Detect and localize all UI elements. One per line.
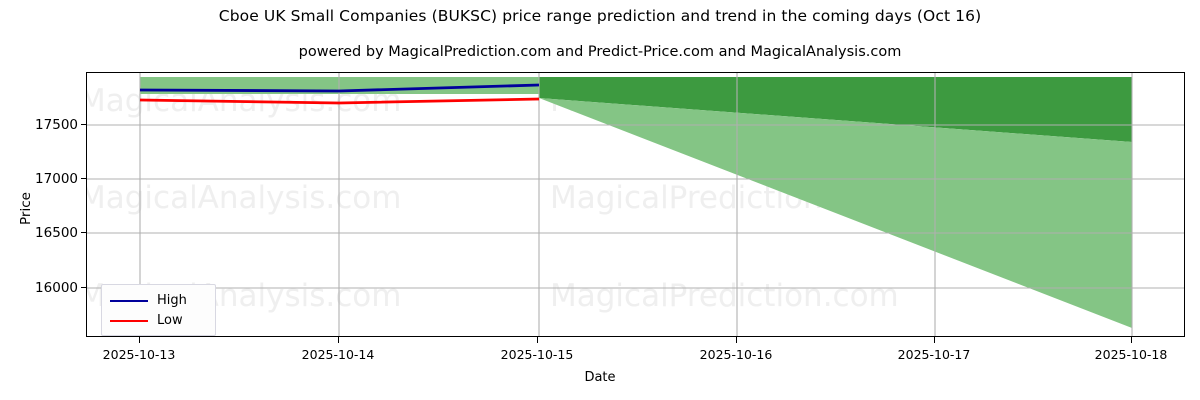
legend-item-low[interactable]: Low <box>110 312 183 330</box>
chart-title: Cboe UK Small Companies (BUKSC) price ra… <box>218 7 982 25</box>
x-tickmark-2025-10-17 <box>934 337 936 343</box>
prediction-band-layer <box>87 73 1184 336</box>
y-tickmark-17500 <box>81 124 87 126</box>
forecast-lower-band <box>539 98 1132 328</box>
y-axis-label: Price <box>18 192 34 225</box>
y-tickmark-16500 <box>81 232 87 234</box>
chart-subtitle: powered by MagicalPrediction.com and Pre… <box>298 44 902 60</box>
series-layer <box>87 73 1184 336</box>
y-tick-17500: 17500 <box>35 117 78 133</box>
x-tickmark-2025-10-13 <box>139 337 141 343</box>
legend-item-high[interactable]: High <box>110 292 187 310</box>
x-tickmark-2025-10-18 <box>1131 337 1133 343</box>
legend-swatch-low-icon <box>110 320 148 322</box>
plot-area: MagicalAnalysis.com MagicalPrediction.co… <box>86 72 1185 337</box>
y-tick-17000: 17000 <box>35 171 78 187</box>
series-line-low <box>139 97 540 105</box>
x-tick-label-2025-10-16: 2025-10-16 <box>699 347 773 362</box>
x-tickmark-2025-10-16 <box>736 337 738 343</box>
x-tickmark-2025-10-15 <box>537 337 539 343</box>
x-tick-label-2025-10-18: 2025-10-18 <box>1094 347 1168 362</box>
forecast-upper-band <box>539 77 1132 142</box>
x-axis-label: Date <box>584 370 616 385</box>
legend-swatch-high-icon <box>110 300 148 302</box>
y-tickmark-16000 <box>81 287 87 289</box>
gridline-layer <box>87 73 1184 336</box>
x-tick-label-2025-10-15: 2025-10-15 <box>500 347 574 362</box>
legend-label-high: High <box>157 293 187 308</box>
series-line-high <box>139 83 540 93</box>
y-tick-16500: 16500 <box>35 225 78 241</box>
x-tick-label-2025-10-13: 2025-10-13 <box>102 347 176 362</box>
x-tick-label-2025-10-14: 2025-10-14 <box>301 347 375 362</box>
x-tick-label-2025-10-17: 2025-10-17 <box>897 347 971 362</box>
legend-label-low: Low <box>157 313 183 328</box>
x-tickmark-2025-10-14 <box>338 337 340 343</box>
chart-legend[interactable]: High Low <box>101 284 216 336</box>
y-tick-16000: 16000 <box>35 280 78 296</box>
y-tickmark-17000 <box>81 178 87 180</box>
